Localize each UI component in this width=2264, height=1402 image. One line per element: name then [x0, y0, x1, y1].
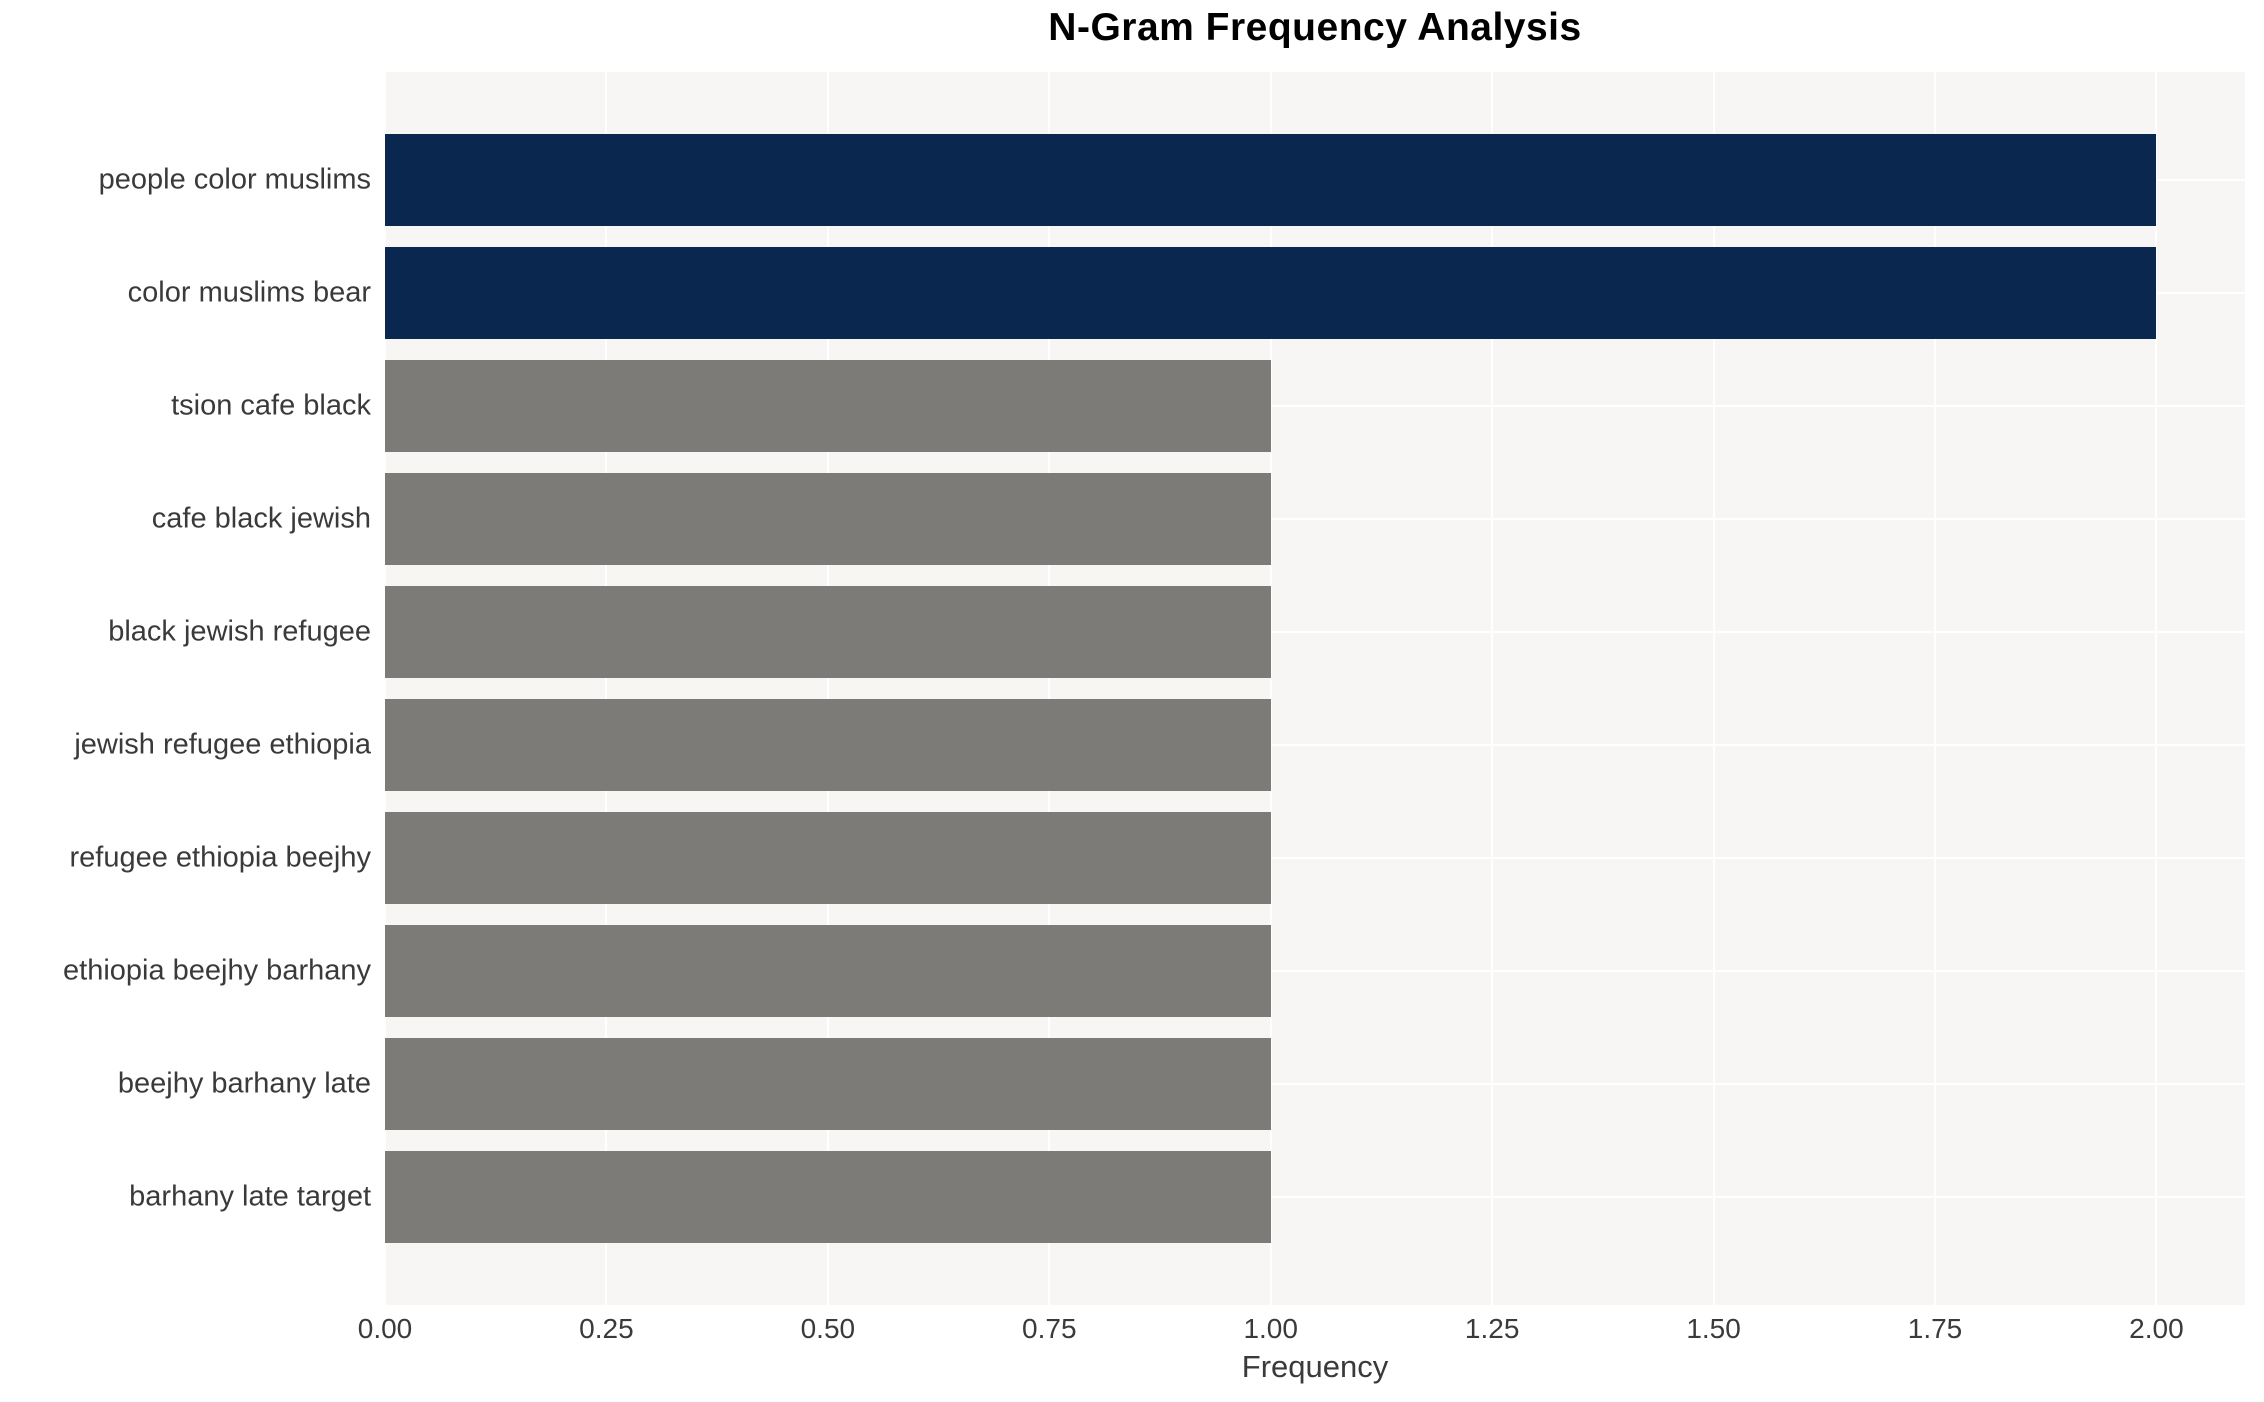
bars-container	[385, 124, 2245, 1253]
y-tick-label: people color muslims	[98, 163, 371, 196]
y-gridline	[385, 969, 2245, 972]
bar-black-jewish-refugee	[385, 586, 1271, 679]
y-gridline	[385, 518, 2245, 521]
x-gridline	[1712, 72, 1715, 1305]
x-gridline	[1934, 72, 1936, 1305]
x-axis-tick-labels: 0.00 0.25 0.50 0.75 1.00 1.25 1.50 1.75 2.00	[358, 1313, 2245, 1347]
bar-color-muslims-bear	[385, 247, 2157, 340]
x-tick-label: 2.00	[2129, 1313, 2184, 1344]
y-tick-label: tsion cafe black	[171, 389, 371, 422]
bar-people-color-muslims	[385, 134, 2157, 227]
y-tick-label: barhany late target	[129, 1180, 371, 1213]
y-tick-label: ethiopia beejhy barhany	[63, 954, 371, 987]
x-tick-label: 1.75	[1907, 1313, 1963, 1344]
x-tick-label: 0.25	[579, 1313, 634, 1344]
y-gridline	[385, 1195, 2245, 1198]
x-tick-label: 1.25	[1464, 1313, 1520, 1344]
x-gridline	[1491, 72, 1494, 1305]
x-tick-label: 0.00	[357, 1313, 413, 1344]
bar-jewish-refugee-ethiopia	[385, 698, 1271, 791]
y-tick-label: beejhy barhany late	[117, 1067, 371, 1100]
x-tick-label: 0.50	[800, 1313, 856, 1344]
x-tick-label: 0.75	[1022, 1313, 1077, 1344]
x-gridline	[826, 72, 829, 1305]
x-gridline	[1048, 72, 1051, 1305]
bar-beejhy-barhany-late	[385, 1037, 1271, 1130]
x-axis-label: Frequency	[1241, 1349, 1389, 1384]
y-gridline	[385, 743, 2245, 746]
x-gridline	[605, 72, 608, 1305]
x-gridline	[384, 72, 386, 1305]
x-tick-label: 1.50	[1686, 1313, 1741, 1344]
x-gridline	[1269, 72, 1272, 1305]
x-tick-label: 1.00	[1243, 1313, 1298, 1344]
y-tick-label: cafe black jewish	[151, 502, 371, 535]
y-gridline	[385, 1082, 2245, 1085]
bar-tsion-cafe-black	[385, 360, 1271, 453]
bar-cafe-black-jewish	[385, 473, 1271, 566]
bar-barhany-late-target	[385, 1150, 1271, 1243]
chart-title: N-Gram Frequency Analysis	[1048, 6, 1582, 49]
y-tick-label: color muslims bear	[127, 276, 371, 309]
y-tick-label: jewish refugee ethiopia	[74, 728, 371, 761]
y-gridline	[385, 405, 2245, 408]
y-axis-labels: people color muslims color muslims bear ts…	[0, 72, 371, 1305]
bar-refugee-ethiopia-beejhy	[385, 811, 1271, 904]
bar-ethiopia-beejhy-barhany	[385, 924, 1271, 1017]
y-gridline	[385, 856, 2245, 859]
plot-area	[384, 72, 2245, 1305]
x-gridline	[2155, 72, 2158, 1305]
y-tick-label: black jewish refugee	[108, 615, 371, 648]
y-tick-label: refugee ethiopia beejhy	[69, 841, 371, 874]
y-gridline	[385, 631, 2245, 634]
